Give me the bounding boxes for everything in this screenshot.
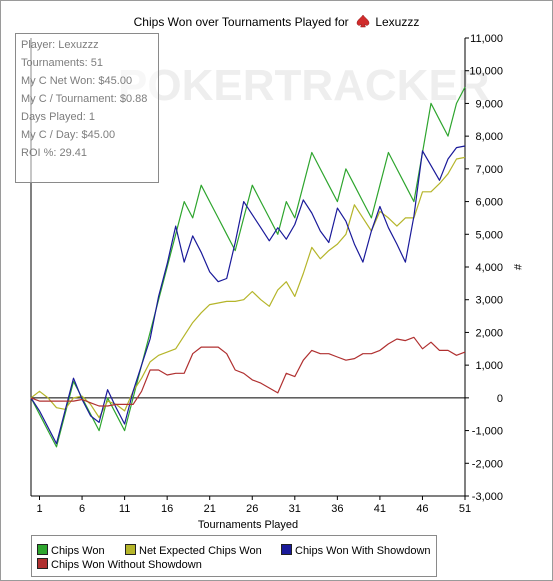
y-tick-label: 10,000 bbox=[469, 66, 503, 78]
y-tick-label: 6,000 bbox=[475, 197, 503, 209]
y-tick-label: 9,000 bbox=[475, 98, 503, 110]
stat-net-won: My C Net Won: $45.00 bbox=[21, 75, 133, 87]
stats-panel: Player: Lexuzzz Tournaments: 51 My C Net… bbox=[15, 33, 159, 183]
stat-per-day: My C / Day: $45.00 bbox=[21, 129, 116, 141]
stat-days-played: Days Played: 1 bbox=[21, 111, 95, 123]
x-tick-label: 6 bbox=[79, 503, 85, 515]
series-line-net-expected bbox=[30, 156, 466, 419]
x-axis-label: Tournaments Played bbox=[198, 519, 298, 531]
stat-player: Player: Lexuzzz bbox=[21, 39, 99, 51]
legend-item-with-showdown: Chips Won With Showdown bbox=[281, 544, 431, 558]
spade-icon bbox=[356, 14, 370, 28]
y-tick-label: 1,000 bbox=[475, 360, 503, 372]
legend-swatch bbox=[37, 544, 48, 555]
legend-label: Chips Won With Showdown bbox=[295, 545, 431, 557]
legend-swatch bbox=[125, 544, 136, 555]
legend-label: Chips Won bbox=[51, 545, 105, 557]
x-tick-label: 26 bbox=[246, 503, 258, 515]
watermark: POKERTRACKER bbox=[118, 61, 490, 110]
y-tick-label: 2,000 bbox=[475, 327, 503, 339]
legend-swatch bbox=[37, 558, 48, 569]
x-tick-label: 31 bbox=[289, 503, 301, 515]
chart-title-text: Chips Won over Tournaments Played for bbox=[133, 15, 349, 29]
y-tick-label: 11,000 bbox=[470, 33, 503, 45]
x-tick-label: 41 bbox=[374, 503, 386, 515]
series-group bbox=[30, 86, 466, 448]
y-tick-label: 5,000 bbox=[475, 229, 503, 241]
x-tick-label: 16 bbox=[161, 503, 173, 515]
series-line-without-showdown bbox=[30, 336, 466, 407]
player-name: Lexuzzz bbox=[375, 15, 420, 29]
y-tick-label: 7,000 bbox=[475, 164, 503, 176]
y-tick-label: 0 bbox=[497, 393, 503, 405]
x-tick-label: 51 bbox=[459, 503, 471, 515]
legend-label: Chips Won Without Showdown bbox=[51, 559, 202, 571]
stat-roi: ROI %: 29.41 bbox=[21, 147, 88, 159]
x-tick-label: 46 bbox=[416, 503, 428, 515]
x-tick-label: 21 bbox=[204, 503, 216, 515]
chart-title: Chips Won over Tournaments Played for Le… bbox=[0, 14, 553, 30]
stat-per-tournament: My C / Tournament: $0.88 bbox=[21, 93, 148, 105]
y-axis-label: # bbox=[511, 264, 523, 271]
y-tick-label: 3,000 bbox=[475, 295, 503, 307]
y-tick-label: -3,000 bbox=[472, 491, 503, 503]
x-tick-label: 1 bbox=[36, 503, 42, 515]
stat-tournaments: Tournaments: 51 bbox=[21, 57, 103, 69]
legend-item-without-showdown: Chips Won Without Showdown bbox=[37, 558, 202, 572]
chart-legend: Chips Won Net Expected Chips Won Chips W… bbox=[31, 535, 437, 577]
axis-labels: 11,00010,0009,0008,0007,0006,0005,0004,0… bbox=[36, 33, 523, 531]
y-tick-label: -2,000 bbox=[472, 458, 503, 470]
legend-item-net-expected: Net Expected Chips Won bbox=[125, 544, 262, 558]
legend-label: Net Expected Chips Won bbox=[139, 545, 262, 557]
legend-swatch bbox=[281, 544, 292, 555]
series-line-chips-won bbox=[30, 86, 466, 448]
y-tick-label: 4,000 bbox=[475, 262, 503, 274]
x-tick-label: 11 bbox=[119, 503, 130, 515]
legend-item-chips-won: Chips Won bbox=[37, 544, 105, 558]
y-tick-label: -1,000 bbox=[472, 426, 503, 438]
y-tick-label: 8,000 bbox=[475, 131, 503, 143]
x-tick-label: 36 bbox=[331, 503, 343, 515]
